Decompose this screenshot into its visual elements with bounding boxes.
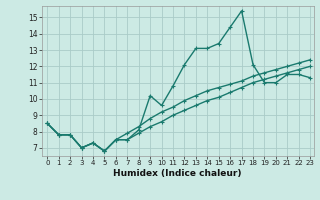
- X-axis label: Humidex (Indice chaleur): Humidex (Indice chaleur): [113, 169, 242, 178]
